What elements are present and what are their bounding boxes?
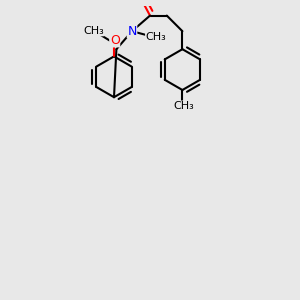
Text: O: O xyxy=(110,34,120,47)
Text: N: N xyxy=(127,25,137,38)
Text: CH₃: CH₃ xyxy=(83,26,104,36)
Text: CH₃: CH₃ xyxy=(173,101,194,111)
Text: CH₃: CH₃ xyxy=(146,32,167,42)
